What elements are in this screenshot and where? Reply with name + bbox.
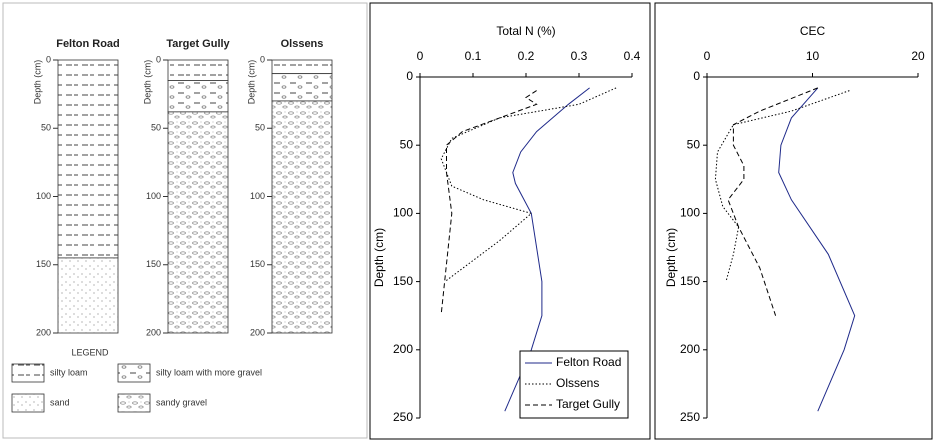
legend-label: silty loam with more gravel [156,367,262,377]
y-tick-label: 200 [680,342,700,356]
legend-label: sand [50,397,70,407]
legend-label: Target Gully [556,397,620,411]
chart-title: Total N (%) [496,24,555,38]
soil-layer [58,60,118,258]
y-tick-label: 150 [680,274,700,288]
legend-label: silty loam [50,367,88,377]
depth-axis-label: Depth (cm) [142,60,152,105]
depth-tick-label: 150 [36,259,51,269]
soil-layer [272,74,332,101]
y-tick-label: 200 [393,342,413,356]
x-tick-label: 0.4 [624,49,641,63]
series-line [715,91,849,282]
depth-tick-label: 0 [260,54,265,64]
legend-swatch [118,394,150,412]
legend-swatch [118,364,150,382]
depth-tick-label: 100 [36,191,51,201]
legend-label: sandy gravel [156,397,207,407]
y-tick-label: 0 [406,69,413,83]
series-line [728,88,818,316]
depth-tick-label: 200 [146,327,161,337]
y-axis-label: Depth (cm) [372,228,386,287]
x-tick-label: 0.1 [465,49,482,63]
column-title: Olssens [281,38,324,50]
depth-tick-label: 200 [36,327,51,337]
depth-axis-label: Depth (cm) [32,60,42,105]
soil-diagram: Felton Road 0 50 100 150 200 Depth (cm) Target … [12,38,332,412]
x-tick-label: 20 [911,49,925,63]
legend-swatch [12,394,44,412]
depth-tick-label: 0 [46,54,51,64]
depth-tick-label: 150 [146,259,161,269]
soil-layer [168,112,228,333]
depth-tick-label: 150 [250,259,265,269]
x-tick-label: 0 [417,49,424,63]
soil-layer [58,258,118,333]
soil-layer [272,60,332,74]
depth-tick-label: 50 [255,123,265,133]
depth-tick-label: 200 [250,327,265,337]
legend-swatch [12,364,44,382]
depth-tick-label: 0 [156,54,161,64]
depth-axis-label: Depth (cm) [246,60,256,105]
x-tick-label: 0.2 [518,49,535,63]
y-tick-label: 100 [680,206,700,220]
series-line [441,88,616,282]
y-tick-label: 50 [687,137,701,151]
y-tick-label: 150 [393,274,413,288]
legend-label: Felton Road [556,355,621,369]
soil-layer [272,101,332,333]
y-tick-label: 50 [400,137,414,151]
y-axis-label: Depth (cm) [664,228,678,287]
y-tick-label: 100 [393,206,413,220]
x-tick-label: 0 [704,49,711,63]
series-line [779,88,855,411]
x-tick-label: 10 [806,49,820,63]
soil-layer [168,80,228,111]
x-tick-label: 0.3 [571,49,588,63]
depth-tick-label: 50 [151,123,161,133]
y-tick-label: 250 [680,410,700,424]
y-tick-label: 0 [693,69,700,83]
chart-title: CEC [800,24,826,38]
depth-tick-label: 50 [41,123,51,133]
series-line [441,91,536,315]
column-title: Felton Road [56,38,120,50]
depth-tick-label: 100 [146,191,161,201]
y-tick-label: 250 [393,410,413,424]
legend-title: LEGEND [71,347,109,357]
soil-layer [168,60,228,80]
column-title: Target Gully [166,38,230,50]
figure: Felton Road050100150200Depth (cm)Target … [0,0,934,441]
depth-tick-label: 100 [250,191,265,201]
legend-label: Olssens [556,376,599,390]
